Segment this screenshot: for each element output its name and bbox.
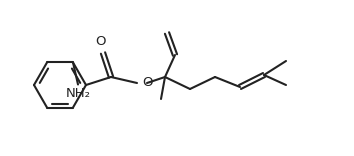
Text: O: O [142, 76, 153, 90]
Text: O: O [96, 35, 106, 48]
Text: NH₂: NH₂ [65, 88, 91, 100]
